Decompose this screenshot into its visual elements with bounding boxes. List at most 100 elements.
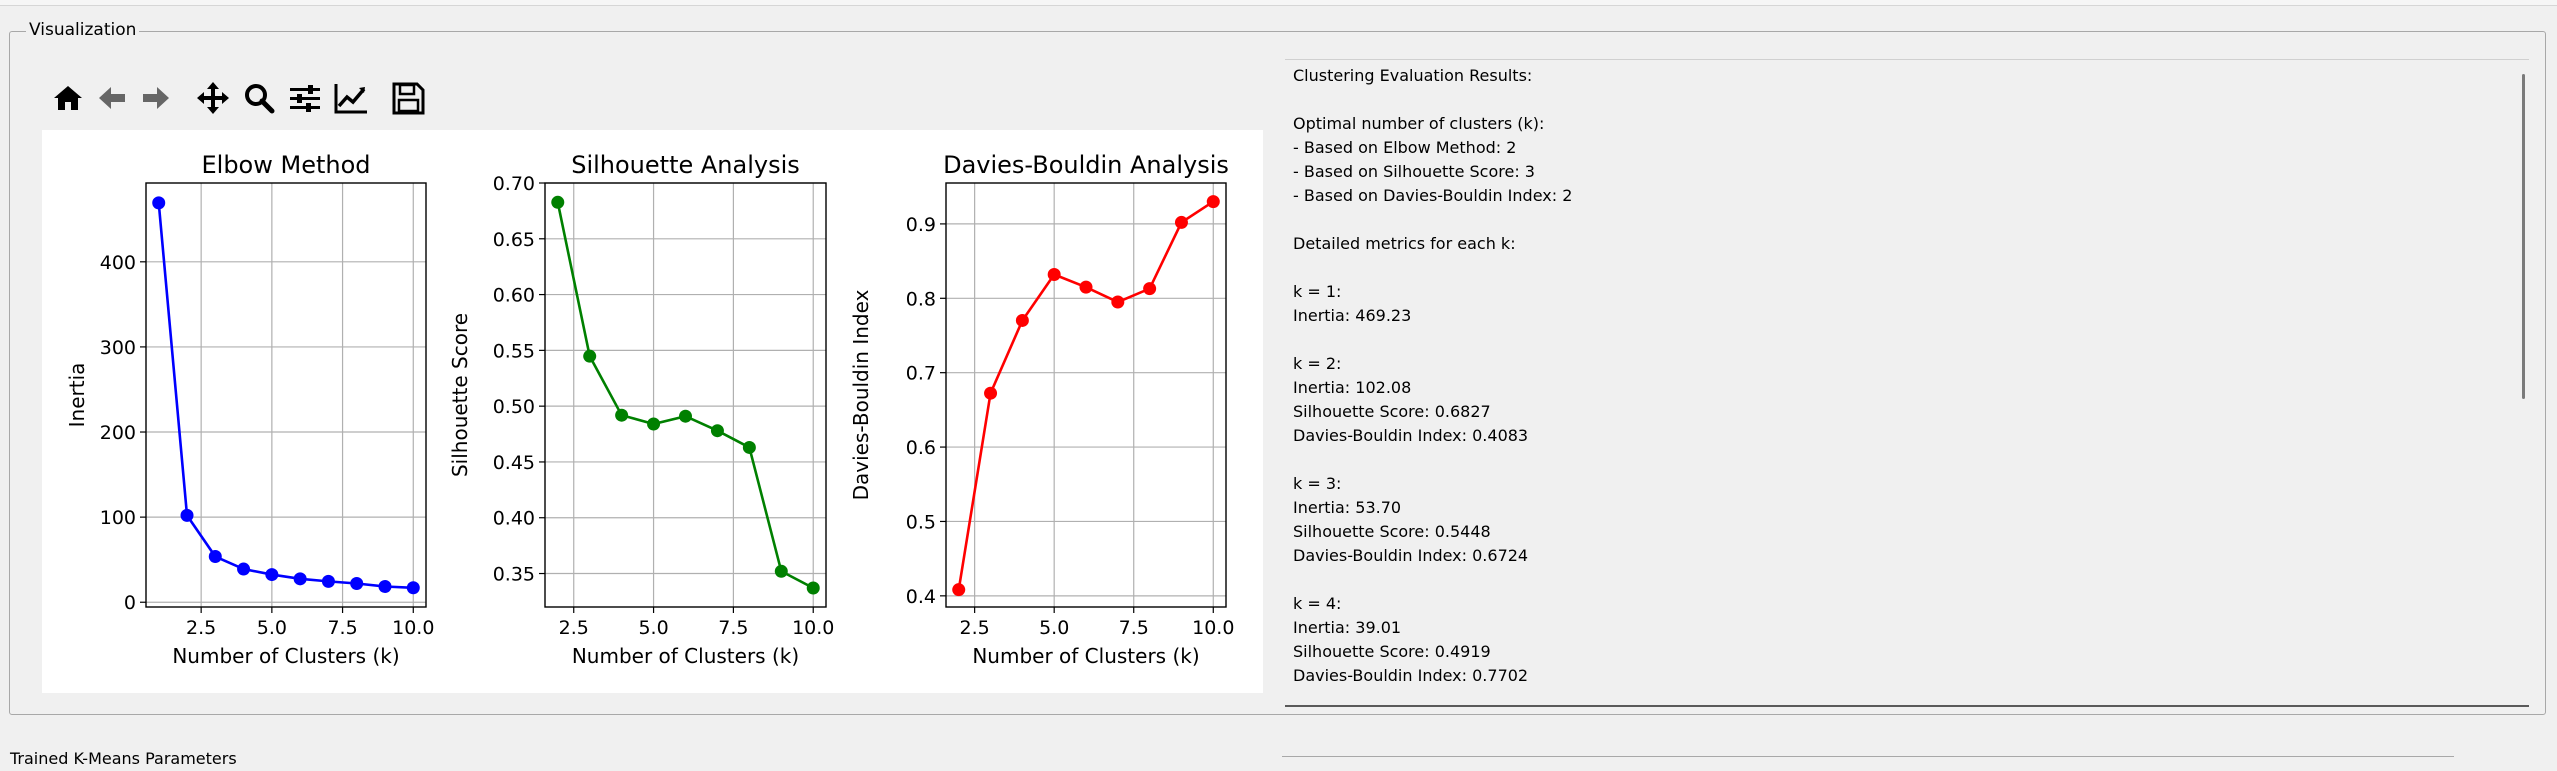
- chart-title: Davies-Bouldin Analysis: [943, 151, 1229, 179]
- forward-arrow-icon: [143, 87, 169, 109]
- y-tick-label: 300: [100, 337, 136, 359]
- home-icon: [54, 86, 82, 110]
- results-line: k = 4:: [1293, 594, 1342, 613]
- pan-button[interactable]: [193, 75, 233, 121]
- results-line: [1293, 256, 2493, 280]
- results-scrollbar[interactable]: [2522, 74, 2525, 399]
- data-point: [710, 424, 724, 438]
- configure-subplots-icon: [290, 85, 320, 112]
- data-point: [1111, 295, 1125, 309]
- results-line: - Based on Silhouette Score: 3: [1293, 162, 1535, 181]
- series-line: [157, 202, 414, 590]
- results-line: [1293, 328, 2493, 352]
- axes-frame: [945, 182, 1227, 608]
- results-line: Inertia: 469.23: [1293, 306, 1412, 325]
- y-tick-label: 400: [100, 252, 136, 274]
- data-point: [583, 349, 597, 363]
- x-axis-label: Number of Clusters (k): [972, 644, 1199, 668]
- y-tick-label: 0.8: [906, 288, 936, 310]
- results-line: k = 2:: [1293, 354, 1342, 373]
- x-tick-label: 7.5: [718, 617, 748, 639]
- forward-button[interactable]: [136, 75, 176, 121]
- group-title: Visualization: [26, 19, 140, 41]
- results-line: Davies-Bouldin Index: 0.4083: [1293, 426, 1529, 445]
- results-line: k = 3:: [1293, 474, 1342, 493]
- results-text: Clustering Evaluation Results: Optimal nu…: [1293, 64, 2493, 688]
- results-line: [1293, 88, 2493, 112]
- data-point: [1047, 267, 1061, 281]
- data-point: [679, 409, 692, 423]
- configure-subplots-button[interactable]: [285, 75, 325, 121]
- results-line: [1293, 568, 2493, 592]
- y-tick-label: 0.45: [493, 452, 535, 474]
- data-point: [378, 579, 392, 593]
- back-arrow-icon: [99, 87, 125, 109]
- x-tick-label: 7.5: [1119, 617, 1149, 639]
- y-tick-label: 0.40: [493, 508, 535, 530]
- top-strip: [0, 0, 2557, 6]
- data-point: [350, 577, 364, 591]
- data-point: [237, 562, 251, 576]
- axes-frame: [145, 182, 427, 608]
- results-line: Optimal number of clusters (k):: [1293, 114, 1545, 133]
- y-tick-label: 200: [100, 422, 136, 444]
- trained-params-label: Trained K-Means Parameters: [10, 749, 237, 768]
- axes-frame: [544, 182, 827, 608]
- zoom-button[interactable]: [239, 75, 279, 121]
- figure-canvas[interactable]: 2.5 5.0 7.5 10.0 0 100 200 300 400 Elbow Method Nu…: [42, 130, 1263, 693]
- home-button[interactable]: [48, 75, 88, 121]
- series-line: [556, 202, 814, 590]
- data-point: [952, 583, 966, 597]
- y-tick-label: 0.9: [906, 214, 936, 236]
- y-tick-label: 0.65: [493, 229, 535, 251]
- visualization-group: [9, 31, 2546, 715]
- edit-axis-icon: [334, 84, 367, 114]
- data-point: [265, 568, 279, 582]
- results-line: Davies-Bouldin Index: 0.7702: [1293, 666, 1529, 685]
- x-tick-label: 2.5: [960, 617, 990, 639]
- data-point: [152, 196, 166, 210]
- results-line: - Based on Elbow Method: 2: [1293, 138, 1517, 157]
- x-tick-label: 10.0: [1192, 617, 1234, 639]
- results-line: Silhouette Score: 0.6827: [1293, 402, 1491, 421]
- y-tick-label: 0.50: [493, 396, 535, 418]
- data-point: [180, 508, 194, 522]
- x-tick-label: 5.0: [257, 617, 287, 639]
- data-point: [1143, 282, 1157, 296]
- results-line: [1293, 448, 2493, 472]
- data-point: [806, 581, 820, 595]
- data-point: [406, 581, 420, 595]
- series-line: [957, 200, 1214, 590]
- y-axis-label: Silhouette Score: [448, 313, 472, 477]
- results-line: [1293, 208, 2493, 232]
- y-tick-label: 0.4: [906, 586, 936, 608]
- results-textbox[interactable]: Clustering Evaluation Results: Optimal nu…: [1285, 59, 2529, 707]
- data-point: [551, 195, 565, 209]
- results-line: Silhouette Score: 0.4919: [1293, 642, 1491, 661]
- save-button[interactable]: [388, 75, 428, 121]
- y-axis-label: Davies-Bouldin Index: [849, 289, 873, 500]
- y-tick-label: 0.35: [493, 564, 535, 586]
- y-tick-label: 0.70: [493, 173, 535, 195]
- x-tick-label: 10.0: [392, 617, 434, 639]
- y-tick-label: 0.6: [906, 437, 936, 459]
- x-tick-label: 5.0: [638, 617, 668, 639]
- chart-title: Elbow Method: [201, 151, 370, 179]
- data-point: [1206, 195, 1220, 209]
- back-button[interactable]: [92, 75, 132, 121]
- y-tick-label: 0.60: [493, 285, 535, 307]
- y-tick-label: 0.55: [493, 340, 535, 362]
- data-point: [321, 574, 335, 588]
- edit-axis-button[interactable]: [331, 75, 371, 121]
- data-point: [984, 386, 998, 400]
- save-figure-icon: [392, 82, 425, 115]
- x-tick-label: 2.5: [186, 617, 216, 639]
- data-point: [615, 408, 629, 422]
- results-line: Detailed metrics for each k:: [1293, 234, 1516, 253]
- chart-title: Silhouette Analysis: [571, 151, 800, 179]
- data-point: [742, 440, 756, 454]
- y-axis-label: Inertia: [65, 363, 89, 428]
- results-line: Silhouette Score: 0.5448: [1293, 522, 1491, 541]
- y-tick-label: 0.7: [906, 363, 936, 385]
- data-point: [774, 564, 788, 578]
